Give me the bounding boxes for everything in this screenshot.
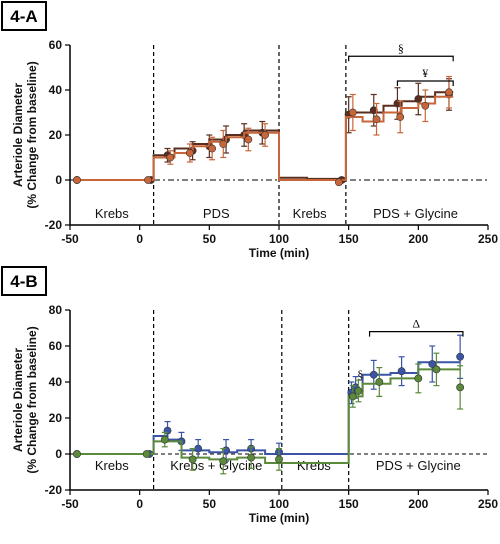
y-tick-label: 0 bbox=[55, 447, 62, 461]
x-tick-label: 100 bbox=[269, 232, 289, 246]
x-axis-label: Time (min) bbox=[249, 246, 309, 260]
x-tick-label: 200 bbox=[408, 232, 428, 246]
y-tick-label: 60 bbox=[49, 38, 63, 52]
significance-bracket: ¥ bbox=[396, 66, 454, 86]
series-line bbox=[77, 95, 454, 181]
data-point bbox=[421, 101, 430, 110]
series-line bbox=[77, 368, 461, 464]
phase-label: Krebs bbox=[297, 458, 331, 473]
data-point bbox=[354, 387, 363, 395]
significance-bracket: Δ bbox=[368, 317, 464, 337]
significance-bracket: § bbox=[348, 41, 454, 62]
data-point bbox=[194, 444, 203, 453]
y-tick-label: -20 bbox=[45, 218, 63, 232]
data-point bbox=[348, 108, 357, 117]
x-tick-label: 150 bbox=[339, 497, 359, 511]
significance-bracket: § bbox=[357, 367, 363, 381]
data-point bbox=[247, 453, 256, 462]
x-tick-label: 200 bbox=[408, 497, 428, 511]
x-tick-label: 100 bbox=[269, 497, 289, 511]
panel-4-a: 4-A -20 0 20 40 60 -50 0 50 100 150 200 250 Time (min… bbox=[1, 1, 498, 260]
x-tick-label: 0 bbox=[136, 232, 143, 246]
phase-label: Krebs bbox=[95, 458, 129, 473]
data-point bbox=[456, 383, 465, 392]
y-axis-label-units: (% Change from baseline) bbox=[25, 61, 39, 208]
y-tick-label: 60 bbox=[49, 339, 63, 353]
data-point bbox=[275, 455, 283, 464]
data-point bbox=[414, 374, 423, 383]
data-point bbox=[432, 365, 441, 374]
series-2 bbox=[73, 352, 465, 475]
bracket-line bbox=[368, 331, 464, 337]
data-point bbox=[372, 115, 381, 124]
data-point bbox=[375, 378, 384, 386]
data-point bbox=[397, 367, 406, 376]
y-tick-label: 80 bbox=[49, 303, 63, 317]
x-tick-label: 0 bbox=[136, 497, 143, 511]
bracket-symbol: Δ bbox=[412, 317, 420, 331]
phase-label: PDS + Glycine bbox=[373, 206, 458, 221]
data-point bbox=[219, 140, 228, 148]
y-tick-label: 40 bbox=[49, 375, 63, 389]
panel-label-text: 4-B bbox=[10, 272, 37, 291]
x-tick-label: 250 bbox=[478, 232, 498, 246]
panel-label: 4-B bbox=[1, 266, 47, 296]
data-point bbox=[244, 135, 253, 144]
y-tick-label: 0 bbox=[55, 173, 62, 187]
data-point bbox=[208, 144, 217, 153]
bracket-symbol: § bbox=[398, 41, 404, 55]
y-tick-label: 20 bbox=[49, 128, 63, 142]
x-tick-label: 150 bbox=[339, 232, 359, 246]
data-point bbox=[396, 113, 405, 121]
data-point bbox=[144, 176, 152, 184]
data-point bbox=[369, 106, 378, 115]
y-tick-label: 20 bbox=[49, 411, 63, 425]
data-point bbox=[369, 370, 378, 379]
series-line bbox=[77, 361, 461, 455]
panel-label-text: 4-A bbox=[10, 7, 37, 26]
bracket-line bbox=[348, 55, 454, 62]
data-point bbox=[261, 131, 269, 139]
bracket-line bbox=[396, 80, 454, 86]
data-point bbox=[445, 88, 453, 97]
x-tick-label: 250 bbox=[478, 497, 498, 511]
bracket-symbol: § bbox=[357, 367, 363, 381]
data-point bbox=[414, 95, 423, 103]
data-point bbox=[73, 450, 81, 458]
x-tick-label: 50 bbox=[203, 232, 217, 246]
panel-4-b: 4-B -20 0 20 40 60 80 -50 0 50 100 150 200 250 Time (m… bbox=[1, 266, 498, 525]
panel-label-box bbox=[1, 1, 47, 31]
series-1 bbox=[73, 78, 454, 184]
data-point bbox=[348, 392, 357, 401]
series-2 bbox=[73, 75, 454, 187]
x-axis-label: Time (min) bbox=[249, 511, 309, 525]
x-tick-label: -50 bbox=[61, 497, 79, 511]
y-tick-label: -20 bbox=[45, 483, 63, 497]
data-point bbox=[73, 176, 81, 184]
data-point bbox=[160, 435, 169, 444]
data-point bbox=[335, 178, 343, 187]
x-tick-label: -50 bbox=[61, 232, 79, 246]
data-point bbox=[142, 450, 151, 458]
phase-label: Krebs bbox=[293, 206, 327, 221]
bracket-symbol: ¥ bbox=[422, 66, 428, 80]
phase-label: PDS bbox=[203, 206, 230, 221]
data-point bbox=[456, 352, 465, 361]
data-point bbox=[188, 455, 197, 464]
phase-label: PDS + Glycine bbox=[376, 458, 461, 473]
panel-label-box bbox=[1, 266, 47, 296]
data-point bbox=[185, 149, 194, 157]
y-axis-label: Arteriole Diameter bbox=[11, 348, 25, 452]
x-tick-label: 50 bbox=[203, 497, 217, 511]
y-tick-label: 40 bbox=[49, 83, 63, 97]
data-point bbox=[166, 153, 175, 162]
y-axis-label-units: (% Change from baseline) bbox=[25, 326, 39, 473]
phase-label: Krebs bbox=[95, 206, 129, 221]
y-axis-label: Arteriole Diameter bbox=[11, 83, 25, 187]
series-1 bbox=[73, 334, 465, 462]
data-point bbox=[219, 457, 228, 466]
panel-label: 4-A bbox=[1, 1, 47, 31]
